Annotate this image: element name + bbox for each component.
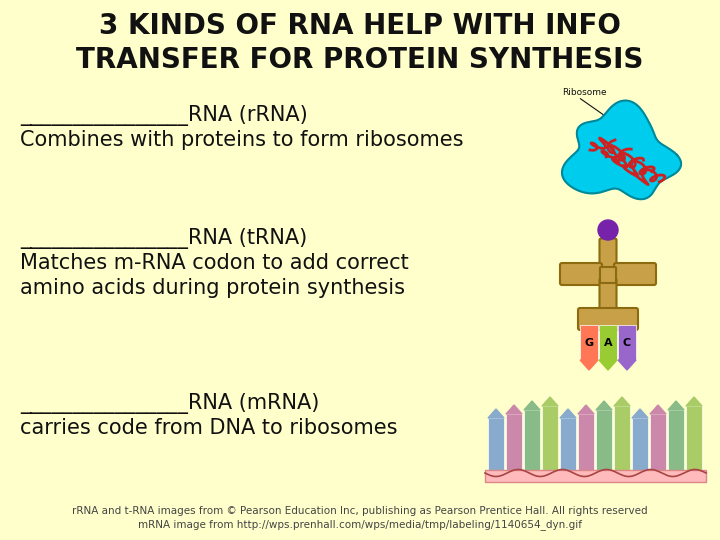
- Bar: [650, 414, 666, 470]
- Bar: [542, 406, 558, 470]
- Text: carries code from DNA to ribosomes: carries code from DNA to ribosomes: [20, 418, 397, 438]
- Bar: [560, 418, 576, 470]
- Text: TRANSFER FOR PROTEIN SYNTHESIS: TRANSFER FOR PROTEIN SYNTHESIS: [76, 46, 644, 74]
- Bar: [524, 410, 540, 470]
- Polygon shape: [562, 100, 681, 199]
- Bar: [485, 470, 706, 482]
- Bar: [614, 406, 630, 470]
- Polygon shape: [614, 397, 630, 406]
- Text: Combines with proteins to form ribosomes: Combines with proteins to form ribosomes: [20, 130, 464, 150]
- Text: ________________RNA (rRNA): ________________RNA (rRNA): [20, 105, 307, 126]
- Bar: [618, 325, 636, 360]
- Polygon shape: [506, 405, 522, 414]
- Polygon shape: [650, 405, 666, 414]
- Polygon shape: [560, 409, 576, 418]
- FancyBboxPatch shape: [600, 239, 616, 272]
- Bar: [580, 325, 598, 360]
- Polygon shape: [668, 401, 684, 410]
- Bar: [668, 410, 684, 470]
- Bar: [578, 414, 594, 470]
- FancyBboxPatch shape: [560, 263, 602, 285]
- Polygon shape: [524, 401, 540, 410]
- Text: 3 KINDS OF RNA HELP WITH INFO: 3 KINDS OF RNA HELP WITH INFO: [99, 12, 621, 40]
- Text: G: G: [585, 338, 593, 348]
- Polygon shape: [686, 397, 702, 406]
- Polygon shape: [599, 360, 617, 370]
- FancyBboxPatch shape: [614, 263, 656, 285]
- Polygon shape: [542, 397, 558, 406]
- Text: rRNA and t-RNA images from © Pearson Education Inc, publishing as Pearson Prenti: rRNA and t-RNA images from © Pearson Edu…: [72, 506, 648, 516]
- Polygon shape: [488, 409, 504, 418]
- FancyBboxPatch shape: [600, 267, 616, 283]
- Bar: [632, 418, 648, 470]
- Polygon shape: [596, 401, 612, 410]
- Text: mRNA image from http://wps.prenhall.com/wps/media/tmp/labeling/1140654_dyn.gif: mRNA image from http://wps.prenhall.com/…: [138, 519, 582, 530]
- Polygon shape: [632, 409, 648, 418]
- Bar: [596, 410, 612, 470]
- Polygon shape: [578, 405, 594, 414]
- Text: Matches m-RNA codon to add correct: Matches m-RNA codon to add correct: [20, 253, 409, 273]
- Text: C: C: [623, 338, 631, 348]
- Bar: [686, 406, 702, 470]
- Bar: [506, 414, 522, 470]
- Text: ________________RNA (tRNA): ________________RNA (tRNA): [20, 228, 307, 249]
- Polygon shape: [580, 360, 598, 370]
- FancyBboxPatch shape: [578, 308, 638, 330]
- Bar: [488, 418, 504, 470]
- Circle shape: [598, 220, 618, 240]
- Text: A: A: [603, 338, 612, 348]
- Text: amino acids during protein synthesis: amino acids during protein synthesis: [20, 278, 405, 298]
- Text: ________________RNA (mRNA): ________________RNA (mRNA): [20, 393, 320, 414]
- Polygon shape: [618, 360, 636, 370]
- Text: Ribosome: Ribosome: [562, 88, 607, 97]
- FancyBboxPatch shape: [600, 279, 616, 316]
- Bar: [599, 325, 617, 360]
